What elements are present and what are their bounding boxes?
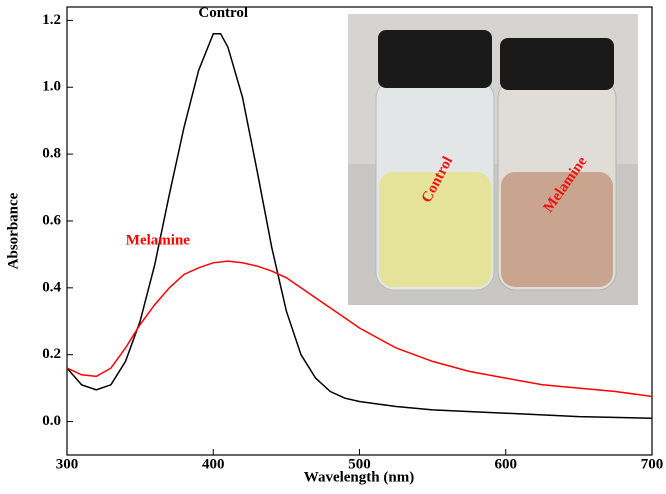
y-tick-label: 0.8 — [42, 146, 61, 162]
x-tick-label: 700 — [641, 456, 664, 472]
x-tick-label: 400 — [202, 456, 225, 472]
series-label: Control — [198, 5, 248, 21]
y-tick-label: 1.0 — [42, 79, 61, 95]
series-line — [66, 260, 653, 398]
series-label: Melamine — [126, 233, 190, 249]
y-axis-label: Absorbance — [5, 192, 21, 269]
y-tick-label: 1.2 — [42, 12, 61, 28]
x-tick-label: 600 — [495, 456, 518, 472]
series-line — [66, 32, 653, 419]
x-tick-label: 500 — [348, 456, 371, 472]
y-tick-label: 0.4 — [42, 279, 61, 295]
y-tick-label: 0.2 — [42, 346, 61, 362]
x-axis-label: Wavelength (nm) — [304, 469, 414, 485]
y-tick-label: 0.6 — [42, 212, 61, 228]
x-tick-label: 300 — [56, 456, 79, 472]
y-tick-label: 0.0 — [42, 413, 61, 429]
inset-photo — [348, 14, 638, 305]
